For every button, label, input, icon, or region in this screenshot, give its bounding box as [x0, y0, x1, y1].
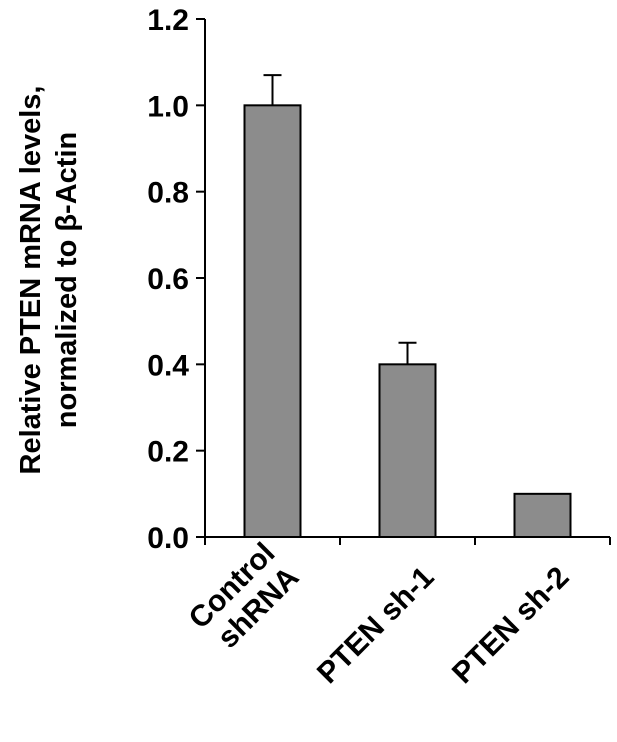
bars	[243, 104, 572, 539]
y-tick-label: 0.2	[147, 436, 189, 469]
y-tick-label: 1.0	[147, 90, 189, 123]
x-tick-labels: ControlshRNA PTEN sh-1 PTEN sh-2	[183, 537, 576, 690]
y-axis: 0.0 0.2 0.4 0.6 0.8 1.0 1.2	[147, 4, 206, 555]
x-tick-label: PTEN sh-1	[311, 561, 440, 690]
bar	[378, 363, 437, 539]
y-tick-label: 1.2	[147, 4, 189, 37]
y-axis-label-line: normalized to β-Actin	[51, 132, 83, 428]
y-tick-label: 0.0	[147, 522, 189, 555]
x-tick-label: PTEN sh-2	[446, 561, 575, 690]
y-tick-label: 0.4	[147, 349, 189, 382]
bar	[243, 104, 302, 538]
x-tick-label-line: PTEN sh-2	[446, 561, 575, 690]
y-axis-label-line: Relative PTEN mRNA levels,	[15, 86, 47, 475]
x-axis	[204, 536, 611, 545]
bar	[513, 492, 572, 539]
y-axis-label: Relative PTEN mRNA levels, normalized to …	[15, 86, 83, 475]
x-tick-label: ControlshRNA	[183, 537, 306, 660]
y-tick-label: 0.8	[147, 177, 189, 210]
y-tick-label: 0.6	[147, 263, 189, 296]
error-bars	[263, 74, 417, 365]
x-tick-label-line: PTEN sh-1	[311, 561, 440, 690]
